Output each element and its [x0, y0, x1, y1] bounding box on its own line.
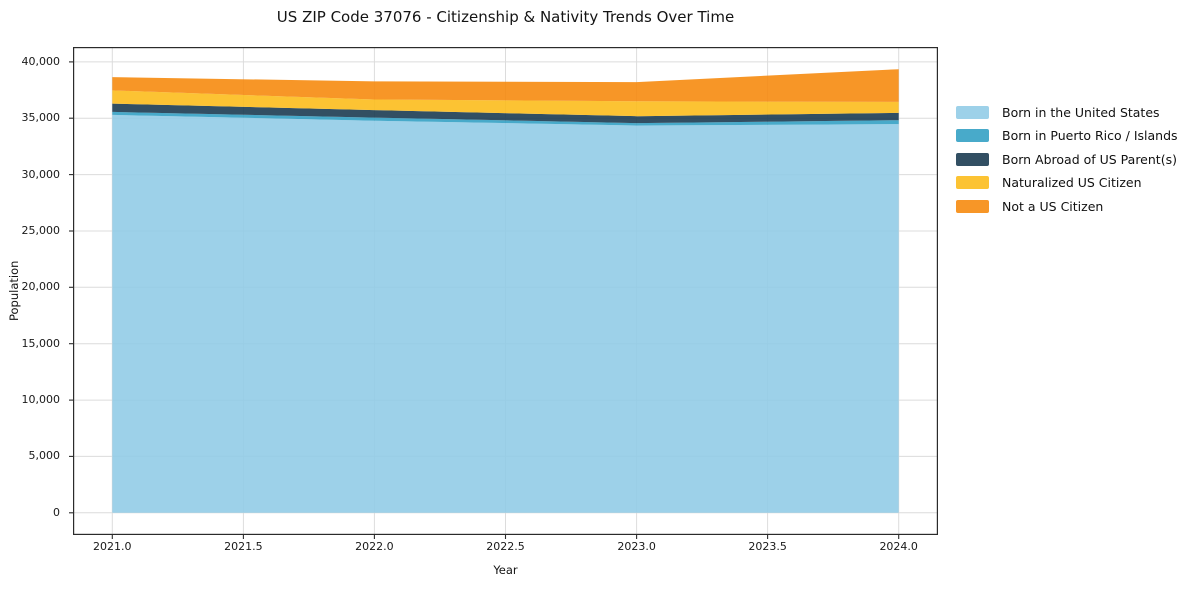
legend: Born in the United States Born in Puerto …	[956, 105, 1178, 223]
y-tick-label: 5,000	[28, 449, 61, 463]
area-born-abroad-of-us-parent-s	[112, 103, 899, 124]
x-tick-label: 2023.0	[617, 540, 656, 553]
x-tick-label: 2024.0	[879, 540, 918, 553]
y-tick-label: 0	[53, 505, 60, 519]
legend-item-not-a-us-citizen: Not a US Citizen	[956, 198, 1178, 214]
x-tick-label: 2022.5	[486, 540, 525, 553]
y-tick-label: 25,000	[21, 224, 61, 237]
legend-swatch-icon	[956, 129, 989, 143]
x-tick-label: 2021.5	[224, 540, 263, 553]
y-axis-ticks: 0 5,000 10,000 15,000 20,000 25,000 30,000 35,0…	[0, 47, 66, 535]
area-born-in-the-united-states	[112, 114, 899, 513]
x-axis-label: Year	[493, 563, 518, 577]
y-tick-label: 20,000	[21, 280, 61, 294]
x-tick-label: 2023.5	[748, 540, 787, 553]
legend-swatch-icon	[956, 106, 989, 119]
stacked-area-chart	[69, 47, 938, 539]
area-naturalized-us-citizen	[112, 90, 899, 117]
legend-swatch-icon	[956, 176, 989, 190]
legend-label: Not a US Citizen	[1002, 198, 1104, 214]
area-not-a-us-citizen	[112, 69, 899, 102]
x-tick-label: 2022.0	[355, 540, 394, 553]
legend-label: Born in Puerto Rico / Islands	[1002, 128, 1178, 144]
area-born-in-puerto-rico-islands	[112, 111, 899, 126]
chart-title: US ZIP Code 37076 - Citizenship & Nativi…	[276, 8, 735, 26]
y-tick-label: 15,000	[21, 336, 61, 350]
legend-item-born-in-puerto-rico-islands: Born in Puerto Rico / Islands	[956, 128, 1178, 144]
plot-area	[69, 47, 938, 539]
legend-item-naturalized-us-citizen: Naturalized US Citizen	[956, 175, 1178, 191]
legend-label: Born Abroad of US Parent(s)	[1002, 151, 1177, 167]
y-tick-label: 10,000	[21, 393, 61, 407]
legend-label: Naturalized US Citizen	[1002, 175, 1142, 191]
plot-frame	[73, 47, 938, 535]
legend-label: Born in the United States	[1002, 105, 1160, 120]
legend-item-born-abroad-of-us-parent-s: Born Abroad of US Parent(s)	[956, 151, 1178, 167]
y-tick-label: 30,000	[21, 167, 61, 181]
legend-swatch-icon	[956, 199, 989, 213]
x-tick-label: 2021.0	[93, 540, 132, 553]
legend-swatch-icon	[956, 152, 989, 166]
legend-item-born-in-the-united-states: Born in the United States	[956, 105, 1178, 120]
y-tick-label: 35,000	[21, 111, 61, 125]
x-axis-ticks: 2021.0 2021.5 2022.0 2022.5 2023.0 2023.5 2024…	[73, 540, 938, 556]
y-tick-label: 40,000	[21, 54, 61, 68]
